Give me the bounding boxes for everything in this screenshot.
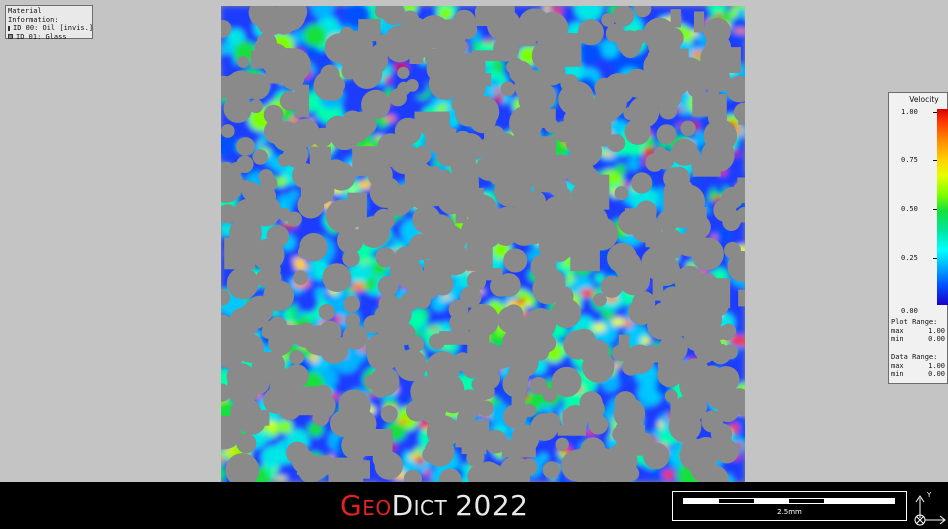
plot-range-label: Plot Range: [891, 318, 938, 326]
velocity-legend: Velocity 1.00 0.75 0.50 0.25 0.00 Plot R… [888, 92, 948, 384]
legend-tickmark [933, 209, 937, 210]
material-information-panel: Material Information: ID 00: Oil [invis.… [5, 5, 94, 42]
brand-year: 2022 [455, 489, 529, 522]
glass-swatch-icon [8, 34, 13, 40]
plot-range-max-label: max [891, 327, 904, 335]
scale-bar-label: 2.5mm [777, 508, 802, 516]
data-range-min-row: min 0.00 [891, 370, 945, 378]
data-range-min-label: min [891, 370, 904, 378]
data-range-max-row: max 1.00 [891, 362, 945, 370]
legend-tick-0-00: 0.00 [901, 307, 918, 315]
legend-tick-0-25: 0.25 [901, 254, 918, 262]
velocity-colorbar [937, 109, 948, 305]
brand-geo: Geo [340, 489, 392, 522]
legend-tickmark [933, 112, 937, 113]
data-range-min-value: 0.00 [928, 370, 945, 378]
velocity-field-render[interactable] [221, 6, 745, 482]
data-range-label: Data Range: [891, 353, 938, 361]
3d-viewport[interactable]: Material Information: ID 00: Oil [invis.… [0, 0, 948, 482]
material-item-glass: ID 01: Glass [8, 33, 90, 42]
legend-title: Velocity [909, 95, 939, 104]
material-label-oil: ID 00: Oil [invis.] [13, 24, 94, 32]
legend-tick-1-00: 1.00 [901, 108, 918, 116]
plot-range-min-row: min 0.00 [891, 335, 945, 343]
axis-y-label: Y [926, 491, 932, 499]
scale-bar-box: 2.5mm [672, 491, 907, 521]
geodict-logo: GeoDict 2022 [340, 490, 528, 522]
legend-tickmark [933, 160, 937, 161]
axis-triad-icon: Y [914, 491, 946, 526]
bottom-bar: GeoDict 2022 2.5mm Y [0, 482, 948, 529]
data-range-max-label: max [891, 362, 904, 370]
material-information-title: Material Information: [8, 7, 59, 24]
plot-range-min-label: min [891, 335, 904, 343]
plot-range-max-value: 1.00 [928, 327, 945, 335]
plot-range-max-row: max 1.00 [891, 327, 945, 335]
oil-swatch-icon [8, 25, 10, 31]
plot-range-min-value: 0.00 [928, 335, 945, 343]
scale-bar [683, 498, 895, 504]
legend-tick-0-75: 0.75 [901, 156, 918, 164]
velocity-field-image [221, 6, 745, 482]
data-range-max-value: 1.00 [928, 362, 945, 370]
legend-tickmark [933, 258, 937, 259]
legend-tick-0-50: 0.50 [901, 205, 918, 213]
brand-dict: Dict [391, 489, 448, 522]
material-label-glass: ID 01: Glass [16, 32, 67, 41]
material-item-oil: ID 00: Oil [invis.] [8, 24, 94, 33]
